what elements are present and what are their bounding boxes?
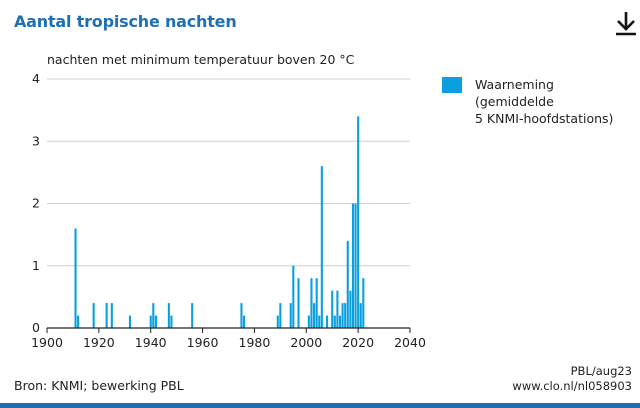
y-tick-label: 2 xyxy=(32,196,40,211)
bar xyxy=(167,303,170,328)
bar xyxy=(315,278,318,328)
bar xyxy=(331,290,334,328)
x-tick-label: 1920 xyxy=(83,335,115,350)
bar xyxy=(362,278,365,328)
x-tick-label: 1940 xyxy=(135,335,167,350)
bar xyxy=(359,303,362,328)
bar xyxy=(276,315,279,328)
bar xyxy=(110,303,113,328)
bar xyxy=(74,228,77,328)
bar xyxy=(92,303,95,328)
bar xyxy=(105,303,108,328)
y-tick-label: 1 xyxy=(32,258,40,273)
bar xyxy=(344,303,347,328)
footer-rule xyxy=(0,403,640,408)
bar xyxy=(336,290,339,328)
bar xyxy=(310,278,313,328)
y-tick-label: 3 xyxy=(32,133,40,148)
bar xyxy=(243,315,246,328)
page-title: Aantal tropische nachten xyxy=(14,12,237,31)
bar xyxy=(357,116,360,328)
y-tick-label: 0 xyxy=(32,320,40,335)
bar xyxy=(191,303,194,328)
bar xyxy=(152,303,155,328)
legend-label-line1: Waarneming (gemiddelde xyxy=(475,77,554,109)
y-tick-label: 4 xyxy=(32,71,40,86)
bar xyxy=(338,315,342,328)
legend-label: Waarneming (gemiddelde 5 KNMI-hoofdstati… xyxy=(475,76,635,127)
bar xyxy=(351,203,355,328)
bar xyxy=(170,315,173,328)
source-url[interactable]: www.clo.nl/nl058903 xyxy=(512,379,632,393)
bar xyxy=(349,290,352,328)
bar xyxy=(346,240,349,328)
x-tick-label: 1900 xyxy=(31,335,63,350)
bar xyxy=(333,315,336,328)
bar xyxy=(354,203,357,328)
bar xyxy=(325,315,329,328)
legend-label-line2: 5 KNMI-hoofdstations) xyxy=(475,111,614,126)
x-tick-label: 2020 xyxy=(342,335,374,350)
download-icon xyxy=(616,12,636,36)
bar xyxy=(154,315,157,328)
bar xyxy=(320,166,323,328)
bar xyxy=(318,315,321,328)
x-tick-label: 1980 xyxy=(239,335,271,350)
bar xyxy=(313,303,316,328)
bar xyxy=(292,265,295,328)
bar xyxy=(289,303,292,328)
bar xyxy=(341,303,344,328)
bar xyxy=(307,315,310,328)
legend-swatch xyxy=(442,77,462,93)
bar xyxy=(128,315,132,328)
x-tick-label: 2040 xyxy=(394,335,426,350)
y-axis-label: nachten met minimum temperatuur boven 20… xyxy=(47,52,355,67)
bar xyxy=(279,303,282,328)
bar xyxy=(297,278,300,328)
download-button[interactable] xyxy=(614,10,638,36)
bar xyxy=(77,315,80,328)
x-tick-label: 2000 xyxy=(290,335,322,350)
bar xyxy=(149,315,152,328)
source-text: Bron: KNMI; bewerking PBL xyxy=(14,378,184,393)
publication-date: PBL/aug23 xyxy=(570,364,632,378)
x-tick-label: 1960 xyxy=(187,335,219,350)
bar xyxy=(240,303,243,328)
meta-info: PBL/aug23 www.clo.nl/nl058903 xyxy=(512,364,632,394)
